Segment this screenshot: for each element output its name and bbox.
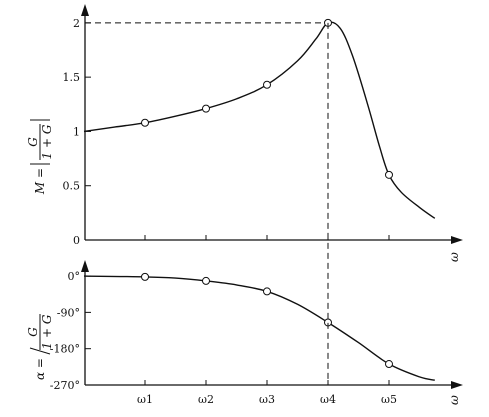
top-y-tick-label: 1.5 — [63, 71, 81, 84]
phase-y-label-angle-slash — [29, 347, 51, 355]
bottom-data-point — [202, 276, 210, 285]
magnitude-markers — [141, 18, 393, 179]
phase-x-axis-arrow — [451, 381, 463, 389]
magnitude-y-label-prefix: M = — [33, 168, 47, 195]
top-y-tick-label: 2 — [73, 17, 80, 30]
bottom-data-point — [263, 287, 271, 296]
top-data-point — [141, 118, 149, 127]
omega-tick-label: ω5 — [381, 393, 397, 406]
phase-x-ticks: ω1 ω2 ω3 ω4 ω5 — [137, 380, 397, 406]
bottom-y-tick-label: 0° — [68, 270, 81, 283]
magnitude-y-label-den: 1 + G — [40, 124, 54, 159]
phase-y-axis-label: α = G 1 + G — [26, 314, 54, 380]
bottom-data-point — [141, 272, 149, 281]
magnitude-y-ticks: 0 0.5 1 1.5 2 — [63, 17, 91, 247]
top-data-point — [385, 170, 393, 179]
phase-y-label-den: 1 + G — [40, 314, 54, 349]
phase-y-axis-arrow — [81, 260, 89, 272]
top-data-point — [202, 104, 210, 113]
phase-y-label-prefix: α = — [33, 358, 47, 380]
top-y-tick-label: 1 — [73, 125, 80, 138]
bottom-data-point — [385, 360, 393, 369]
top-y-tick-label: 0.5 — [63, 180, 81, 193]
omega-tick-label: ω2 — [198, 393, 214, 406]
magnitude-x-axis-arrow — [451, 236, 463, 244]
magnitude-y-axis-label: M = G 1 + G — [26, 119, 54, 195]
magnitude-x-ticks — [144, 235, 390, 240]
phase-y-label-num: G — [26, 327, 40, 337]
magnitude-y-axis-arrow — [81, 4, 89, 16]
phase-y-ticks: 0° -90° -180° -270° — [50, 270, 91, 392]
top-y-tick-label: 0 — [73, 234, 80, 247]
phase-x-axis-label: ω — [447, 395, 461, 405]
phase-markers — [141, 272, 393, 369]
magnitude-y-label-num: G — [26, 137, 40, 147]
magnitude-panel: ω M = G 1 + G 0 0.5 1 1.5 2 — [26, 4, 463, 262]
phase-panel: ω α = G 1 + G 0°-90°-180°-270° ω1 ω2 ω3 ω4 ω… — [26, 260, 463, 406]
magnitude-curve — [83, 21, 436, 219]
omega-tick-label: ω4 — [320, 393, 336, 406]
bottom-y-tick-label: -90° — [57, 306, 80, 319]
phase-curve — [83, 275, 435, 381]
magnitude-x-axis-label: ω — [447, 252, 461, 262]
top-data-point — [263, 80, 271, 89]
bottom-y-tick-label: -270° — [50, 379, 80, 392]
bottom-y-tick-label: -180° — [50, 343, 80, 356]
omega-tick-label: ω1 — [137, 393, 153, 406]
omega-tick-label: ω3 — [259, 393, 275, 406]
